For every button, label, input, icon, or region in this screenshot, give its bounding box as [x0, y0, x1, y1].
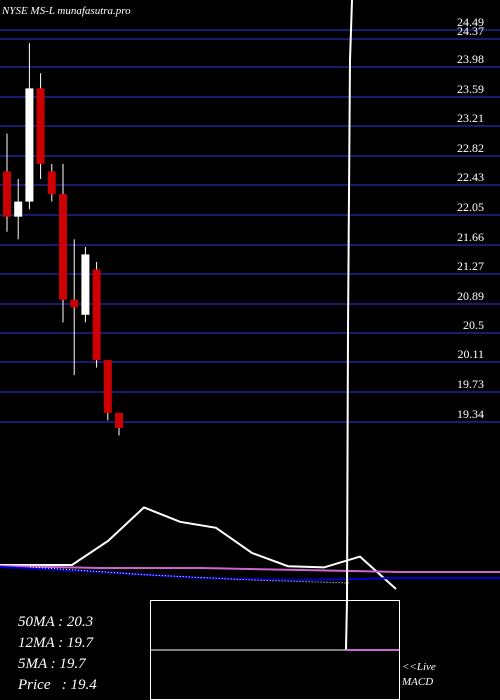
- indicator-panel: [0, 0, 500, 651]
- candle-body: [92, 269, 101, 361]
- y-tick-label: 21.27: [457, 259, 484, 273]
- live-macd-link[interactable]: <<Live MACD: [402, 660, 436, 690]
- chart-title: NYSE MS-L munafasutra.pro: [2, 5, 131, 17]
- y-tick-label: 24.37: [457, 24, 484, 38]
- price-label: Price : 19.4: [18, 677, 97, 693]
- y-tick-label: 20.89: [457, 289, 484, 303]
- y-tick-label: 24.49: [457, 15, 484, 29]
- candle-body: [59, 194, 67, 300]
- indicator-line: [0, 506, 397, 590]
- vertical-spike-line: [345, 0, 353, 651]
- live-label: <<Live: [402, 661, 436, 673]
- candle-body: [3, 171, 11, 217]
- candle-body: [81, 254, 90, 315]
- y-tick-label: 20.11: [457, 347, 484, 361]
- macd-label: MACD: [402, 676, 434, 688]
- y-tick-label: 23.98: [457, 52, 484, 66]
- y-tick-label: 22.82: [457, 141, 484, 155]
- grid-lines: [0, 29, 500, 423]
- ma12-label: 12MA : 19.7: [18, 635, 94, 651]
- y-tick-label: 19.73: [457, 377, 484, 391]
- y-tick-label: 23.59: [457, 82, 484, 96]
- candle-body: [25, 88, 34, 202]
- candles: [3, 43, 123, 436]
- y-tick-label: 23.21: [457, 111, 484, 125]
- candle-body: [36, 88, 45, 164]
- y-tick-label: 19.34: [457, 407, 484, 421]
- candle-body: [103, 360, 112, 413]
- ma-line: [0, 565, 500, 573]
- ma-stats: 50MA : 20.3 12MA : 19.7 5MA : 19.7 Price…: [18, 612, 97, 696]
- y-tick-label: 21.66: [457, 230, 484, 244]
- candle-body: [47, 171, 56, 195]
- y-tick-label: 20.5: [463, 318, 484, 332]
- dotted-line: [29, 566, 351, 584]
- candle-body: [14, 201, 23, 217]
- ma-line-blue: [0, 566, 500, 582]
- ma5-label: 5MA : 19.7: [18, 656, 86, 672]
- y-tick-label: 22.05: [457, 200, 484, 214]
- ma50-label: 50MA : 20.3: [18, 614, 94, 630]
- candle-body: [115, 412, 123, 428]
- candle-body: [70, 299, 79, 308]
- macd-box: [150, 600, 400, 700]
- y-tick-label: 22.43: [457, 170, 484, 184]
